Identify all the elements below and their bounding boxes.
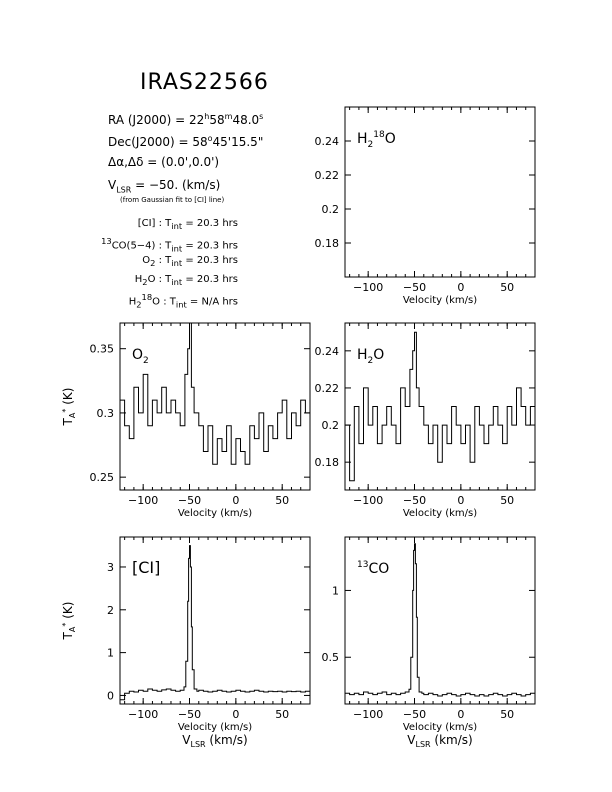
y-tick-label: 0.24	[315, 345, 340, 358]
panel-label: [CI]	[132, 558, 160, 577]
x-tick-label: 0	[232, 494, 239, 507]
y-tick-label: 0.2	[322, 419, 340, 432]
y-tick-label: 0.18	[315, 237, 340, 250]
y-tick-label: 2	[107, 604, 114, 617]
plot-frame	[119, 322, 311, 491]
x-tick-label: 50	[500, 281, 514, 294]
x-tick-label: 50	[275, 708, 289, 721]
plot-frame	[344, 106, 536, 278]
tint-row: 13CO(5−4) : Tint = 20.3 hrs	[101, 236, 238, 254]
page-title: IRAS22566	[140, 70, 269, 95]
plot-frame	[119, 536, 311, 705]
x-tick-label: 0	[457, 708, 464, 721]
y-tick-label: 0.24	[315, 135, 340, 148]
plot-frame	[344, 536, 536, 705]
series-line	[120, 545, 311, 701]
dec-line: Dec(J2000) = 58o45'15.5"	[108, 134, 264, 149]
vlsr-line: VLSR = −50. (km/s)	[108, 178, 221, 195]
y-tick-label: 0.22	[315, 169, 340, 182]
x-tick-label: −50	[403, 708, 426, 721]
tint-row: H2O : Tint = 20.3 hrs	[134, 274, 238, 287]
x-tick-label: 50	[500, 494, 514, 507]
x-tick-label: −100	[353, 281, 383, 294]
x-tick-label: −100	[353, 708, 383, 721]
x-tick-label: 50	[275, 494, 289, 507]
y-axis-label: TA* (K)	[61, 388, 77, 427]
series-line	[345, 331, 536, 482]
y-tick-label: 0.2	[322, 203, 340, 216]
panel-label: 13CO	[357, 560, 389, 577]
y-tick-label: 3	[107, 561, 114, 574]
x-tick-label: −50	[178, 708, 201, 721]
panel-label: O2	[132, 347, 149, 366]
y-axis-label: TA* (K)	[61, 602, 77, 641]
y-tick-label: 0.5	[322, 651, 340, 664]
series-line	[345, 543, 536, 697]
x-tick-label: −100	[128, 494, 158, 507]
tint-row: O2 : Tint = 20.3 hrs	[142, 255, 238, 268]
vlsr-note: (from Gaussian fit to [CI] line)	[120, 196, 225, 204]
y-tick-label: 0.35	[90, 343, 115, 356]
x-tick-label: 0	[457, 494, 464, 507]
y-tick-label: 1	[107, 647, 114, 660]
x-axis-label-vlsr: VLSR (km/s)	[407, 733, 472, 749]
x-axis-label: Velocity (km/s)	[403, 508, 477, 519]
x-axis-label: Velocity (km/s)	[403, 295, 477, 306]
offset-line: Δα,Δδ = (0.0',0.0')	[108, 155, 220, 169]
x-tick-label: −100	[353, 494, 383, 507]
y-tick-label: 0.25	[90, 471, 115, 484]
x-tick-label: −50	[403, 494, 426, 507]
series-line	[120, 322, 311, 465]
x-axis-label: Velocity (km/s)	[178, 508, 252, 519]
x-tick-label: 50	[500, 708, 514, 721]
x-axis-label: Velocity (km/s)	[178, 722, 252, 733]
y-tick-label: 1	[332, 584, 339, 597]
panel-label: H218O	[357, 130, 396, 150]
tint-row: H218O : Tint = N/A hrs	[128, 292, 238, 310]
y-tick-label: 0	[107, 689, 114, 702]
x-tick-label: −50	[403, 281, 426, 294]
x-tick-label: −100	[128, 708, 158, 721]
x-tick-label: 0	[232, 708, 239, 721]
y-tick-label: 0.18	[315, 456, 340, 469]
y-tick-label: 0.22	[315, 382, 340, 395]
panel-label: H2O	[357, 347, 384, 366]
x-tick-label: −50	[178, 494, 201, 507]
x-axis-label: Velocity (km/s)	[403, 722, 477, 733]
ra-line: RA (J2000) = 22h58m48.0s	[108, 112, 264, 127]
y-tick-label: 0.3	[97, 407, 115, 420]
x-tick-label: 0	[457, 281, 464, 294]
tint-row: [CI] : Tint = 20.3 hrs	[137, 218, 238, 231]
x-axis-label-vlsr: VLSR (km/s)	[182, 733, 247, 749]
